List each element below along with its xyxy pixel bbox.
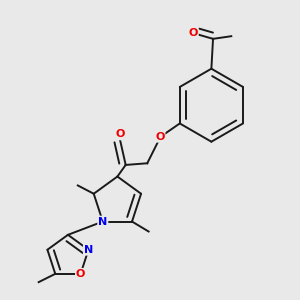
- Text: O: O: [155, 132, 165, 142]
- Text: O: O: [76, 269, 85, 279]
- Text: N: N: [84, 245, 93, 255]
- Text: O: O: [115, 129, 124, 140]
- Text: N: N: [98, 217, 107, 226]
- Text: O: O: [188, 28, 198, 38]
